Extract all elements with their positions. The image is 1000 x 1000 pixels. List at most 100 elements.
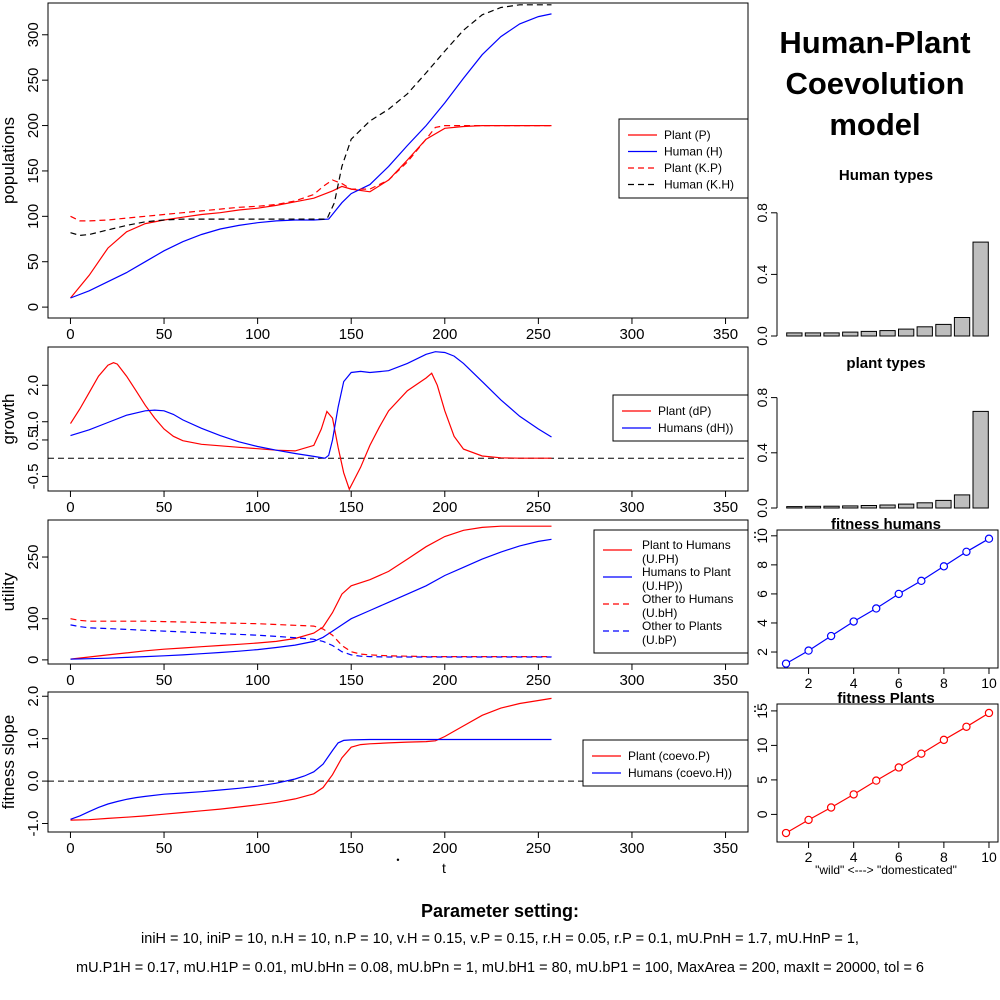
populations-xtick-label: 150 [339, 326, 364, 343]
fitness-plants-point [962, 722, 971, 731]
human-types-bar [823, 332, 840, 337]
human-types-ytick-label: 0.8 [754, 203, 770, 223]
fitness-slope-xtick-label: 150 [339, 840, 364, 857]
fitness-humans-title: fitness humans [831, 516, 941, 533]
fitness-slope-xtick-label: 50 [156, 840, 173, 857]
utility-xtick-label: 200 [432, 672, 457, 689]
utility-xtick-label: 50 [156, 672, 173, 689]
plant-types-bar [804, 505, 822, 509]
growth-xtick-label: 200 [432, 499, 457, 516]
human-types-bar [804, 332, 822, 337]
utility-legend-label: Plant to Humans [642, 538, 731, 552]
plant-types-bar [953, 494, 971, 509]
fitness-humans-point [781, 659, 791, 668]
fitness-slope-ytick-label: -1.0 [25, 811, 42, 837]
utility-panel: utility 0 50 100 150 200 250 300 350 0 100 250 Plant… [0, 519, 749, 689]
human-types-bar [898, 328, 915, 337]
fitness-humans-line [785, 538, 990, 665]
parameter-title: Parameter setting: [420, 901, 580, 921]
fitness-plants-ytick-label: 10 [754, 737, 770, 753]
utility-legend-label: Humans to Plant [642, 565, 731, 579]
growth-xtick-label: 150 [339, 499, 364, 516]
fitness-humans-point [939, 562, 949, 571]
utility-xtick-label: 100 [245, 672, 270, 689]
growth-ytick-label: 1.0 [25, 411, 42, 432]
plant-types-bar [972, 410, 989, 509]
utility-xtick-label: 300 [619, 672, 644, 689]
populations-series-3 [70, 4, 552, 237]
human-types-bar [953, 317, 971, 337]
utility-series-1 [70, 538, 552, 660]
growth-series-1 [70, 351, 552, 459]
utility-legend-label: (U.PH) [642, 552, 679, 566]
populations-xtick-label: 200 [432, 326, 457, 343]
fitness-slope-xlabel: t [442, 860, 446, 876]
fitness-plants-xlabel: "wild" <---> "domesticated" [815, 863, 957, 877]
growth-ytick-label: 0.5 [25, 430, 42, 451]
plant-types-bar [898, 503, 915, 509]
plant-types-panel: 0.0 0.4 0.8 plant types [754, 355, 989, 518]
human-types-bar [786, 332, 803, 337]
fitness-slope-xlabel-dot: • [396, 855, 399, 865]
fitness-plants-point [804, 815, 813, 825]
fitness-humans-corner-mark: : [753, 527, 757, 541]
fitness-plants-xtick-label: 4 [850, 849, 858, 865]
plant-types-bar [786, 506, 803, 509]
fitness-slope-legend-box [582, 739, 749, 787]
utility-legend: Plant to Humans(U.PH)Humans to Plant(U.H… [593, 529, 749, 654]
plant-types-bar [860, 505, 878, 509]
populations-series-0 [70, 125, 552, 299]
growth-legend: Plant (dP) Humans (dH)) [612, 394, 749, 442]
fitness-humans-frame [776, 529, 999, 669]
fitness-plants-ytick-label: 5 [754, 776, 770, 784]
fitness-plants-frame [776, 703, 999, 843]
plant-types-bar [823, 505, 840, 509]
fitness-humans-xtick-label: 10 [981, 675, 997, 691]
fitness-plants-xtick-label: 2 [805, 849, 813, 865]
fitness-plants-point [894, 763, 903, 772]
populations-xtick-label: 100 [245, 326, 270, 343]
plant-types-bar [842, 505, 859, 509]
main-title: Human-Plant Coevolution model [755, 22, 995, 145]
plant-types-bar [916, 502, 933, 509]
growth-xtick-label: 100 [245, 499, 270, 516]
fitness-slope-legend-label: Plant (coevo.P) [628, 749, 710, 763]
fitness-humans-xtick-label: 2 [805, 675, 813, 691]
growth-xtick-label: 0 [66, 499, 74, 516]
populations-ylabel: populations [0, 117, 18, 204]
fitness-humans-ytick-label: 4 [754, 619, 770, 627]
populations-xtick-label: 350 [713, 326, 738, 343]
plant-types-bar [879, 504, 896, 509]
fitness-plants-xtick-label: 6 [895, 849, 903, 865]
utility-ytick-label: 250 [25, 545, 42, 570]
fitness-humans-ytick-label: 6 [754, 590, 770, 598]
utility-xtick-label: 150 [339, 672, 364, 689]
populations-ytick-label: 0 [25, 303, 42, 311]
fitness-plants-point [849, 790, 858, 799]
fitness-plants-xtick-label: 8 [940, 849, 948, 865]
populations-panel: populations 0 50 100 150 200 250 300 350 0 50 100 15… [0, 2, 749, 343]
fitness-plants-point [939, 735, 949, 745]
utility-legend-label: (U.HP)) [642, 579, 683, 593]
fitness-humans-point [849, 617, 858, 626]
fitness-humans-xtick-label: 6 [895, 675, 903, 691]
fitness-humans-ytick-label: 2 [754, 648, 770, 656]
fitness-slope-xtick-label: 0 [66, 840, 74, 857]
populations-xtick-label: 50 [156, 326, 173, 343]
human-types-bar [879, 330, 896, 337]
fitness-slope-xtick-label: 350 [713, 840, 738, 857]
human-types-panel: 0.0 0.4 0.8 Human types [754, 167, 989, 346]
fitness-plants-ytick-label: 15 [754, 703, 770, 719]
plant-types-title: plant types [846, 355, 925, 372]
main-title-line-3: model [829, 107, 921, 142]
fitness-humans-xtick-label: 8 [940, 675, 948, 691]
fitness-slope-ytick-label: 1.0 [25, 728, 42, 749]
fitness-plants-point [872, 776, 881, 785]
fitness-plants-ytick-label: 0 [754, 810, 770, 818]
populations-xtick-label: 250 [526, 326, 551, 343]
growth-ytick-label: 2.0 [25, 375, 42, 396]
fitness-humans-panel: fitness humans 2 4 6 8 10 2 4 6 8 10: [753, 516, 999, 691]
populations-legend-label: Plant (P) [664, 128, 711, 142]
fitness-humans-point [872, 604, 881, 613]
human-types-bar [935, 323, 952, 337]
